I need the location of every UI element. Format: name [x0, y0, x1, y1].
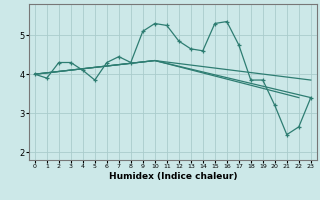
X-axis label: Humidex (Indice chaleur): Humidex (Indice chaleur) — [108, 172, 237, 181]
